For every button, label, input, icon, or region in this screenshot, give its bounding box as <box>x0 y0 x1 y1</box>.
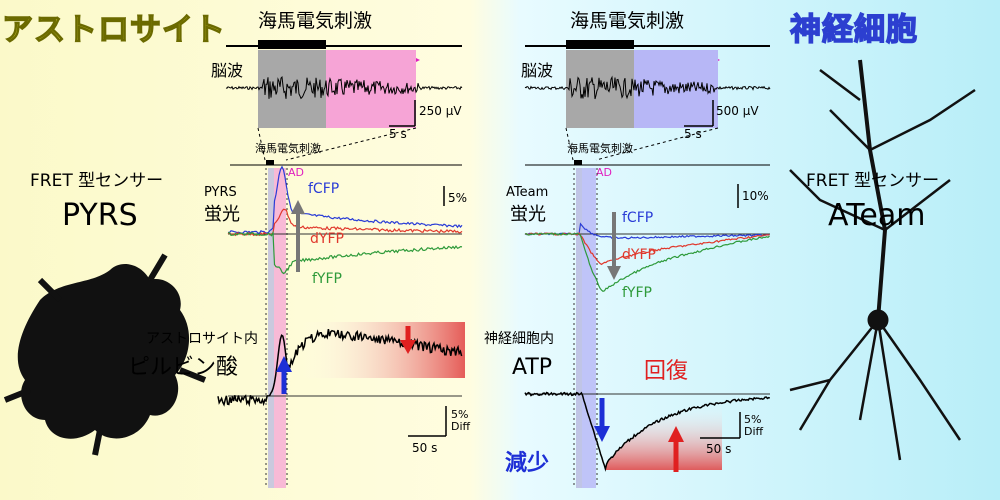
right-ad-band <box>582 168 596 488</box>
right-target-line2: ATP <box>512 355 552 380</box>
left-sensor-name: PYRS <box>62 198 138 233</box>
right-target-line1: 神経細胞内 <box>484 331 554 347</box>
left-increase-arrow-head <box>276 356 292 372</box>
left-sensor-type: FRET 型センサー <box>30 171 163 191</box>
right-fret-arrow-head <box>607 266 621 280</box>
left-diff-unit: Diff <box>451 420 471 433</box>
neuron-image <box>789 59 976 461</box>
right-sensor-type: FRET 型センサー <box>806 171 939 191</box>
right-diff-scale: 5% <box>744 413 761 426</box>
left-label-dyfp: dYFP <box>310 231 344 247</box>
right-label-fyfp: fYFP <box>622 285 652 301</box>
right-trace-diff <box>524 391 770 472</box>
left-stim-label: 海馬電気刺激 <box>258 10 372 32</box>
left-ad-small-label: AD <box>288 166 304 179</box>
left-eeg-amp-scale: 250 μV <box>419 104 462 118</box>
left-stim-small-label: 海馬電気刺激 <box>255 141 321 155</box>
right-eeg-label: 脳波 <box>521 61 553 80</box>
right-diff-unit: Diff <box>744 425 764 438</box>
left-trace-diff <box>217 328 463 408</box>
left-target-line2: ピルビン酸 <box>128 355 238 380</box>
left-eeg-label: 脳波 <box>211 61 243 80</box>
left-eeg-time-scale: 5 s <box>389 127 407 141</box>
right-eeg-time-scale: 5 s <box>684 127 702 141</box>
right-trace-fyfp <box>524 232 770 292</box>
left-stim-small-bar <box>266 160 274 165</box>
left-time-scale: 50 s <box>412 441 437 455</box>
right-sensor-small: ATeam <box>506 185 548 200</box>
right-stim-shade <box>566 50 634 128</box>
left-trace-fcfp <box>227 165 463 234</box>
right-recovery-arrow-head <box>668 426 684 442</box>
right-recovery-fill <box>606 402 722 470</box>
left-label-fyfp: fYFP <box>312 271 342 287</box>
left-fret-scale: 5% <box>448 191 467 205</box>
astrocyte-image <box>3 253 207 456</box>
left-eeg-trace <box>225 76 463 100</box>
left-target-line1: アストロサイト内 <box>146 331 258 347</box>
right-eeg-trace <box>524 75 771 100</box>
right-label-fcfp: fCFP <box>622 210 653 226</box>
left-fluor-label: 蛍光 <box>204 204 240 225</box>
left-fret-arrow-head <box>291 200 305 214</box>
right-fluor-label: 蛍光 <box>510 204 546 225</box>
left-zoom-line-2 <box>285 127 417 161</box>
left-label-fcfp: fCFP <box>308 181 339 197</box>
right-fret-scale: 10% <box>742 189 769 203</box>
right-ad-small-label: AD <box>596 166 612 179</box>
right-trace-fcfp <box>524 222 770 240</box>
left-stim-band <box>268 168 274 488</box>
right-stim-band <box>576 168 582 488</box>
right-panel: 海馬電気刺激 AD 脳波 500 μV 5 s 海馬電気刺激 AD FRET 型… <box>484 10 939 488</box>
left-panel: 海馬電気刺激 AD 脳波 250 μV 5 s 海馬電気刺激 AD FRET 型… <box>30 10 471 488</box>
left-sensor-small: PYRS <box>204 185 237 200</box>
right-stim-small-bar <box>574 160 582 165</box>
right-recovery-label: 回復 <box>644 359 688 384</box>
left-stim-bar <box>258 40 326 49</box>
right-stim-label: 海馬電気刺激 <box>570 10 684 32</box>
neuron-title: 神経細胞 <box>789 11 918 48</box>
left-trace-fyfp <box>227 230 463 275</box>
left-ad-band <box>274 168 286 488</box>
right-decrease-label: 減少 <box>505 451 549 476</box>
right-decrease-arrow-head <box>594 426 610 442</box>
right-label-dyfp: dYFP <box>622 247 656 263</box>
right-stim-bar <box>566 40 634 49</box>
right-sensor-name: ATeam <box>828 198 926 233</box>
right-eeg-amp-scale: 500 μV <box>716 104 759 118</box>
right-time-scale: 50 s <box>706 442 731 456</box>
left-down-arrow-head <box>400 340 416 354</box>
astrocyte-title: アストロサイト <box>1 11 226 48</box>
right-stim-small-label: 海馬電気刺激 <box>567 141 633 155</box>
left-diff-scale: 5% <box>451 408 468 421</box>
